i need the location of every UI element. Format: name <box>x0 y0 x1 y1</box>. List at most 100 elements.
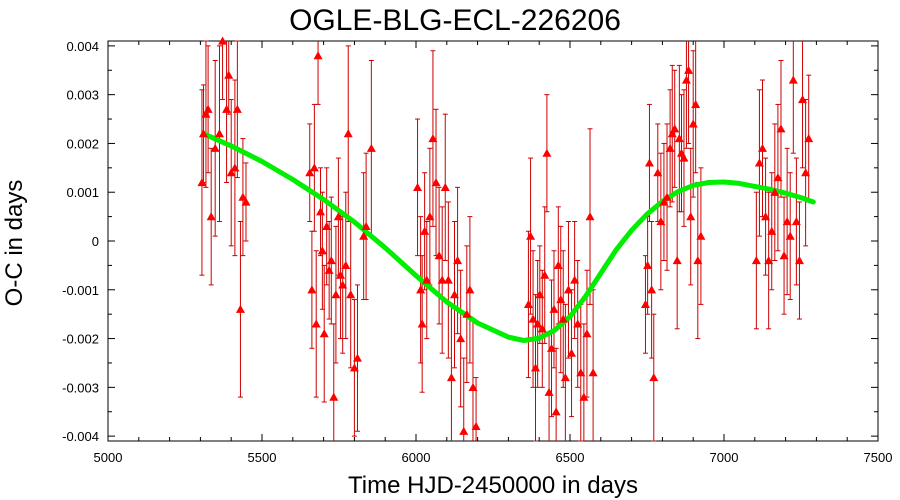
data-point <box>649 373 659 382</box>
data-point <box>338 280 348 289</box>
data-point <box>585 212 595 221</box>
data-point <box>307 285 317 294</box>
data-point <box>779 251 789 260</box>
data-point <box>222 104 232 113</box>
data-point <box>319 329 329 338</box>
data-point <box>644 158 654 167</box>
data-point <box>230 163 240 172</box>
data-point <box>311 319 321 328</box>
data-point <box>560 373 570 382</box>
data-point <box>450 290 459 299</box>
data-point <box>313 51 323 60</box>
data-point <box>794 256 804 265</box>
data-point <box>767 226 777 235</box>
data-point <box>764 256 774 265</box>
data-point <box>674 134 684 143</box>
data-point <box>761 212 771 221</box>
data-point <box>754 158 764 167</box>
data-point <box>361 221 371 230</box>
data-point <box>782 216 792 226</box>
data-point <box>437 275 447 284</box>
data-point <box>238 192 248 201</box>
data-point <box>758 143 767 152</box>
data-point <box>322 221 332 230</box>
data-point <box>531 363 541 372</box>
data-point <box>773 173 783 182</box>
data-point <box>665 143 675 152</box>
data-point <box>656 216 666 226</box>
data-point <box>413 182 423 191</box>
data-point <box>333 212 343 221</box>
data-point <box>693 256 703 265</box>
data-point <box>686 212 696 221</box>
data-point <box>653 168 663 177</box>
data-point <box>453 256 463 265</box>
data-point <box>425 212 435 221</box>
data-point <box>224 70 234 79</box>
data-point <box>533 319 543 328</box>
data-point <box>309 163 319 172</box>
data-point <box>346 290 356 299</box>
data-point <box>804 134 814 143</box>
data-point <box>662 192 672 201</box>
data-point <box>770 187 780 196</box>
data-point <box>218 36 228 45</box>
data-point <box>576 368 586 377</box>
y-tick-label: 0.002 <box>66 136 99 151</box>
data-point <box>465 285 475 294</box>
data-point <box>420 226 430 235</box>
data-point <box>317 246 327 255</box>
data-point <box>206 212 216 221</box>
data-point <box>558 314 568 323</box>
data-point <box>788 75 798 84</box>
y-tick-label: 0.001 <box>66 185 99 200</box>
data-point <box>446 373 456 382</box>
chart-title: OGLE-BLG-ECL-226206 <box>289 4 621 37</box>
data-point <box>573 319 583 328</box>
x-tick-label: 6500 <box>556 450 585 465</box>
y-tick-label: -0.001 <box>62 283 99 298</box>
data-point <box>336 270 346 279</box>
data-point <box>459 426 469 435</box>
data-point <box>540 270 550 279</box>
x-tick-label: 6000 <box>402 450 431 465</box>
data-point <box>341 260 351 269</box>
data-point <box>316 207 326 216</box>
data-point <box>696 231 706 240</box>
data-point <box>570 275 580 284</box>
data-point <box>801 168 811 177</box>
data-point <box>681 75 691 84</box>
data-point <box>553 260 563 269</box>
data-point <box>547 343 557 352</box>
y-tick-label: -0.003 <box>62 380 99 395</box>
data-point <box>776 124 786 133</box>
y-tick-label: 0 <box>92 234 99 249</box>
data-point <box>214 129 224 138</box>
data-point <box>542 148 552 157</box>
data-point <box>241 197 251 206</box>
data-point <box>349 363 359 372</box>
data-point <box>670 124 680 133</box>
data-point <box>232 104 242 113</box>
data-point <box>544 387 554 396</box>
x-tick-label: 7000 <box>710 450 739 465</box>
data-point <box>567 348 577 357</box>
data-point <box>417 319 427 328</box>
x-tick-label: 5000 <box>94 450 123 465</box>
data-point <box>366 143 376 152</box>
data-point <box>798 95 808 104</box>
data-point <box>203 104 213 113</box>
data-point <box>416 285 426 294</box>
data-point <box>551 407 561 416</box>
data-point <box>324 265 334 274</box>
y-tick-label: -0.002 <box>62 332 99 347</box>
data-point <box>462 309 472 318</box>
data-point <box>647 285 657 294</box>
data-point <box>537 324 547 333</box>
data-point <box>343 129 353 138</box>
y-axis-label: O-C in days <box>1 180 28 307</box>
data-point <box>679 153 689 162</box>
data-point <box>549 304 559 313</box>
data-point <box>305 168 315 177</box>
